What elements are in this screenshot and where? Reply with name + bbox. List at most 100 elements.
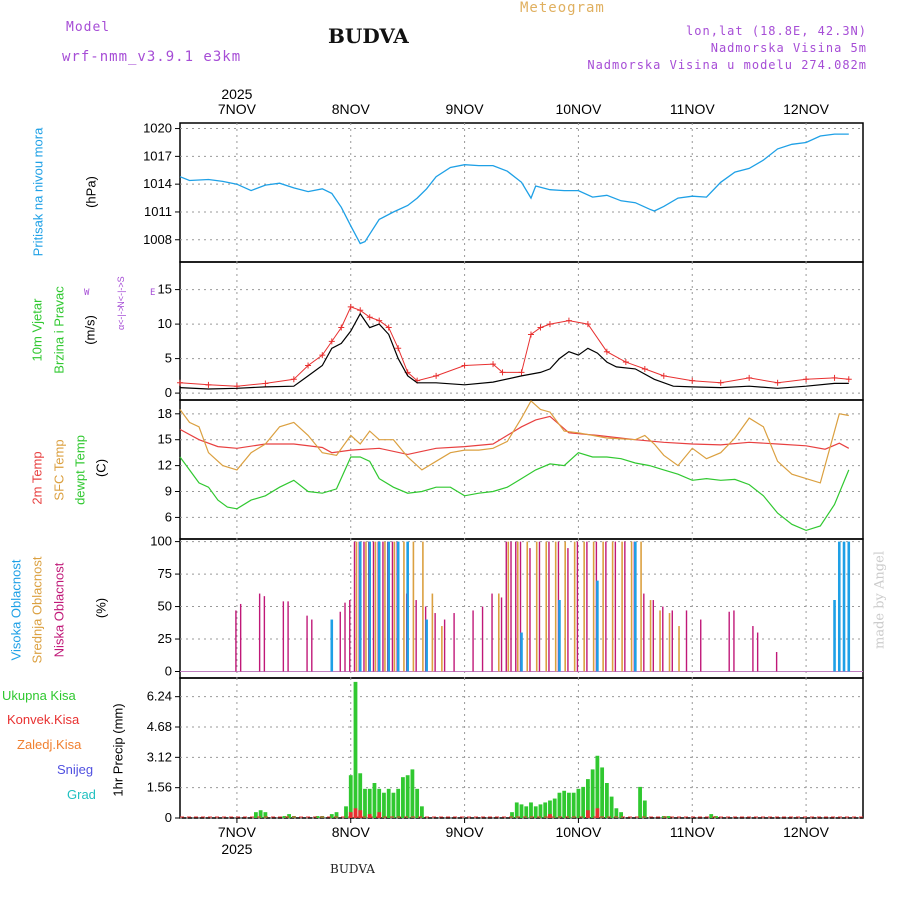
pressure-ytick-label: 1017: [143, 148, 172, 163]
total-precip-bar: [358, 773, 363, 818]
total-precip-bar: [600, 767, 605, 818]
top-date-label: 8NOV: [332, 101, 371, 117]
conv-precip-bar: [367, 814, 372, 818]
gust-marker: [499, 369, 506, 376]
gust-marker: [366, 314, 373, 321]
gust-marker: [622, 359, 629, 366]
wind-ytick-label: 15: [158, 282, 172, 297]
total-precip-bar: [524, 806, 529, 818]
temperature-ytick-label: 15: [158, 432, 172, 447]
wind-compass-east: E: [150, 288, 156, 298]
total-precip-bar: [510, 812, 514, 818]
wind-ytick-label: 10: [158, 316, 172, 331]
total-precip-bar: [344, 806, 348, 818]
total-precip-bar: [609, 796, 614, 818]
gust-marker: [527, 331, 534, 338]
conv-precip-bar: [548, 814, 552, 818]
total-precip-bar: [638, 786, 642, 818]
gust-marker: [461, 362, 468, 369]
precip-ytick-label: 4.68: [147, 719, 172, 734]
gust-marker: [603, 348, 610, 355]
total-precip-bar: [415, 788, 420, 818]
grid-lines: [180, 123, 863, 819]
total-precip-bar: [282, 816, 287, 818]
total-precip-bar: [543, 802, 548, 818]
legend-snow: Snijeg: [57, 762, 94, 777]
total-precip-bar: [410, 769, 415, 818]
legend-grad: Grad: [67, 787, 96, 802]
gust-marker: [262, 380, 269, 387]
pressure-line: [179, 133, 849, 245]
t2m-line: [179, 415, 850, 456]
axis-ticks: 1008 1011 1014 1017 1020 0 5 10 15 6 9 12 15 18 0 25 50 7…: [143, 86, 830, 857]
gust-marker: [774, 379, 781, 386]
total-precip-bar: [367, 788, 372, 818]
gust-marker: [537, 324, 544, 331]
gust-marker: [385, 324, 392, 331]
gust-marker: [177, 379, 183, 386]
conv-precip-bar: [348, 812, 353, 818]
precip-ytick-label: 3.12: [147, 749, 172, 764]
total-precip-bar: [709, 814, 714, 818]
gust-line: [179, 306, 849, 387]
total-precip-bar: [642, 800, 647, 818]
gust-marker: [290, 376, 297, 383]
cloud-ytick-label: 0: [165, 664, 172, 679]
temperature-ytick-label: 9: [165, 484, 172, 499]
precip-frame: [179, 677, 864, 819]
total-precip-bar: [419, 806, 424, 818]
total-precip-bar: [562, 790, 567, 818]
cloud-ytick-label: 50: [158, 599, 172, 614]
conv-precip-bar: [358, 810, 363, 818]
total-precip-bar: [382, 792, 386, 818]
tsfc-line: [179, 399, 849, 484]
cloud-ytick-label: 100: [150, 534, 172, 549]
total-precip-bar: [386, 788, 391, 818]
gust-marker: [319, 352, 326, 359]
total-precip-bar: [348, 775, 353, 818]
bottom-year-label: 2025: [221, 841, 252, 857]
gust-marker: [305, 362, 312, 369]
total-precip-bar: [253, 812, 258, 818]
total-precip-bar: [619, 812, 624, 818]
panel-frames: [179, 122, 864, 819]
gust-marker: [717, 379, 724, 386]
gust-marker: [831, 374, 838, 381]
wind-compass-west: W: [84, 288, 90, 298]
bottom-date-label: 7NOV: [218, 824, 257, 840]
gust-marker: [395, 345, 402, 352]
total-precip-bar: [538, 804, 543, 818]
pressure-ytick-label: 1020: [143, 121, 172, 136]
pressure-ytick-label: 1008: [143, 232, 172, 247]
total-precip-bar: [586, 779, 590, 818]
gust-marker: [845, 376, 852, 383]
meteogram-label: Meteogram: [520, 0, 605, 16]
total-precip-bar: [529, 802, 533, 818]
elevation-label: Nadmorska Visina 5m: [710, 41, 867, 55]
total-precip-bar: [571, 792, 576, 818]
total-precip-bar: [595, 755, 600, 818]
bottom-date-label: 11NOV: [670, 824, 716, 840]
conv-precip-bar: [377, 812, 382, 818]
gust-marker: [641, 365, 648, 372]
bottom-date-label: 12NOV: [783, 824, 830, 840]
total-precip-bar: [391, 792, 396, 818]
pressure-ytick-label: 1014: [143, 176, 172, 191]
data-series: [177, 133, 863, 818]
total-precip-bar: [372, 783, 377, 818]
total-precip-bar: [287, 814, 291, 818]
gust-marker: [338, 324, 345, 331]
legend-conv-precip: Konvek.Kisa: [7, 712, 80, 727]
gust-marker: [746, 374, 753, 381]
top-date-label: 9NOV: [446, 101, 485, 117]
gust-marker: [584, 321, 591, 328]
total-precip-bar: [329, 814, 334, 818]
total-precip-bar: [666, 816, 671, 818]
total-precip-bar: [533, 806, 538, 818]
model-label: Model: [66, 20, 111, 35]
total-precip-bar: [604, 783, 609, 818]
total-precip-bar: [581, 786, 586, 818]
total-precip-bar: [377, 788, 382, 818]
conv-precip-bar: [353, 808, 358, 818]
temperature-frame: [179, 399, 864, 540]
